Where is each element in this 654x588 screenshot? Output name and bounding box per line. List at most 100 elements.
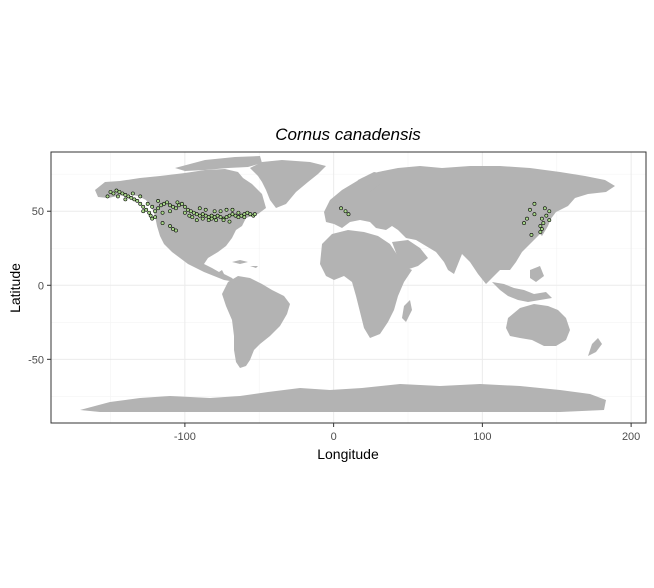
- occurrence-point: [542, 206, 547, 211]
- occurrence-point: [187, 213, 192, 218]
- occurrence-point: [153, 215, 158, 220]
- occurrence-point: [547, 209, 552, 214]
- occurrence-point: [239, 213, 244, 218]
- occurrence-point: [160, 210, 165, 215]
- landmass-madagascar: [402, 300, 412, 322]
- occurrence-point: [218, 209, 223, 214]
- y-axis: -50 0 50: [28, 206, 51, 366]
- landmass-southeast-asia: [492, 266, 552, 302]
- occurrence-point: [162, 201, 166, 206]
- occurrence-point: [203, 207, 208, 212]
- occurrence-point: [147, 210, 152, 215]
- occurrence-point: [111, 191, 116, 196]
- occurrence-point: [339, 206, 343, 211]
- landmass-south-america: [222, 276, 290, 368]
- x-tick-label: -100: [174, 431, 196, 443]
- occurrence-point: [141, 204, 146, 209]
- occurrence-points: [105, 188, 552, 237]
- occurrence-point: [191, 210, 196, 215]
- landmass-greenland: [250, 160, 326, 208]
- chart-title: Cornus canadensis: [275, 125, 421, 144]
- occurrence-point: [126, 194, 131, 199]
- occurrence-point: [129, 196, 134, 200]
- occurrence-point: [171, 227, 175, 231]
- occurrence-point: [547, 218, 552, 223]
- occurrence-point: [144, 207, 149, 212]
- occurrence-point: [544, 213, 549, 218]
- occurrence-point: [541, 221, 546, 225]
- occurrence-point: [248, 212, 253, 217]
- occurrence-point: [221, 218, 226, 223]
- occurrence-point: [230, 207, 235, 212]
- occurrence-point: [156, 206, 161, 211]
- occurrence-point: [197, 206, 202, 211]
- occurrence-point: [108, 190, 113, 194]
- occurrence-point: [182, 204, 187, 209]
- occurrence-point: [175, 200, 180, 205]
- occurrence-point: [174, 228, 178, 233]
- occurrence-point: [174, 206, 178, 211]
- occurrence-point: [227, 213, 232, 218]
- occurrence-point: [539, 216, 544, 221]
- occurrence-point: [120, 191, 125, 196]
- occurrence-point: [539, 227, 544, 231]
- occurrence-point: [117, 190, 122, 194]
- occurrence-point: [160, 221, 165, 225]
- occurrence-point: [346, 212, 351, 217]
- occurrence-point: [123, 193, 128, 197]
- occurrence-point: [165, 200, 169, 205]
- occurrence-point: [224, 207, 229, 212]
- y-tick-label: 0: [38, 280, 44, 292]
- occurrence-point: [194, 212, 199, 217]
- occurrence-point: [132, 197, 137, 202]
- occurrence-point: [188, 209, 193, 214]
- occurrence-point: [233, 213, 238, 218]
- occurrence-point: [141, 209, 146, 214]
- landmass-antarctica: [80, 384, 606, 412]
- occurrence-point: [135, 198, 140, 203]
- occurrence-point: [218, 215, 223, 220]
- occurrence-point: [242, 215, 247, 220]
- occurrence-point: [145, 201, 150, 206]
- occurrence-point: [123, 197, 128, 202]
- occurrence-point: [252, 212, 257, 217]
- panel-border: [50, 151, 647, 424]
- occurrence-point: [114, 188, 119, 193]
- occurrence-point: [185, 207, 190, 212]
- occurrence-point: [156, 198, 161, 203]
- x-tick-label: 100: [473, 431, 491, 443]
- landmass-great-britain: [326, 200, 342, 214]
- occurrence-point: [130, 191, 135, 196]
- occurrence-point: [153, 209, 158, 214]
- occurrence-point: [148, 213, 153, 218]
- x-tick-label: 0: [331, 431, 337, 443]
- occurrence-point: [230, 212, 235, 217]
- y-tick-label: -50: [28, 354, 44, 366]
- occurrence-point: [224, 215, 229, 220]
- occurrence-point: [171, 204, 175, 209]
- landmass-canadian-archipelago: [175, 156, 262, 171]
- occurrence-point: [116, 194, 120, 199]
- occurrence-point: [532, 201, 537, 206]
- occurrence-point: [194, 218, 199, 223]
- occurrence-point: [245, 210, 250, 215]
- occurrence-point: [159, 203, 163, 208]
- occurrence-point: [177, 203, 181, 208]
- landmass-caribbean: [232, 260, 258, 268]
- landmass-eurasia: [324, 166, 615, 284]
- occurrence-point: [168, 224, 172, 228]
- occurrence-point: [532, 212, 537, 217]
- x-axis: -100 0 100 200: [174, 423, 640, 443]
- landmass-arabia: [392, 240, 428, 270]
- occurrence-point: [179, 201, 184, 206]
- occurrence-point: [138, 194, 143, 199]
- occurrence-point: [168, 203, 172, 208]
- occurrence-point: [168, 209, 172, 214]
- occurrence-point: [200, 216, 205, 221]
- occurrence-point: [105, 194, 110, 199]
- occurrence-point: [197, 213, 202, 218]
- plot-panel: [50, 151, 647, 424]
- y-tick-label: 50: [32, 206, 44, 218]
- occurrence-point: [236, 210, 241, 215]
